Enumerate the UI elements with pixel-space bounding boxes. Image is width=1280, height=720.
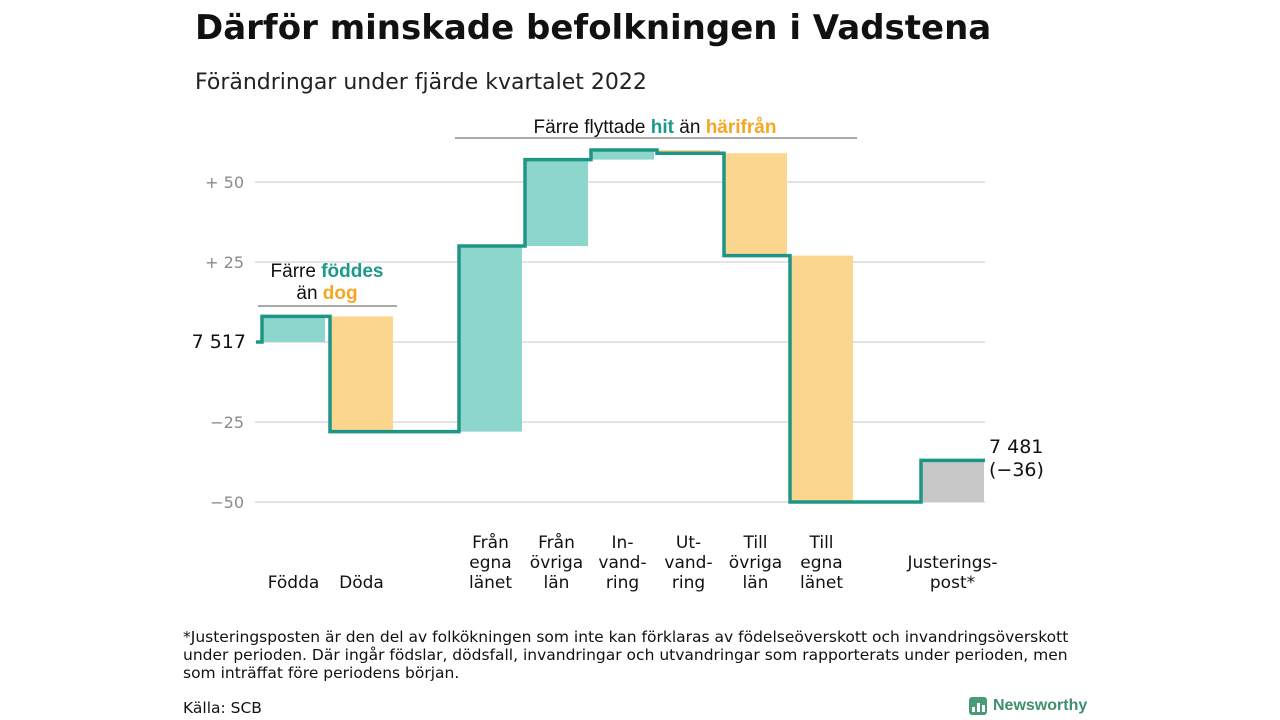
category-label: län (743, 573, 769, 593)
category-label: Från (472, 532, 509, 553)
category-label: In- (612, 533, 634, 553)
waterfall-bar (459, 246, 522, 432)
category-label: ring (606, 573, 639, 593)
category-label: vand- (664, 553, 712, 573)
y-tick-label: −50 (210, 493, 244, 512)
category-label: egna (469, 553, 511, 573)
category-label: Ut- (676, 533, 701, 553)
category-label: länet (800, 573, 843, 593)
category-label: ring (672, 573, 705, 593)
category-label: Döda (339, 573, 384, 593)
end-value-label: 7 481 (989, 436, 1043, 458)
category-label: Från (538, 532, 575, 553)
newsworthy-logo: Newsworthy (969, 697, 1087, 715)
category-label: Justerings- (906, 553, 997, 573)
category-label: övriga (530, 553, 583, 573)
category-label: övriga (729, 553, 782, 573)
category-label: Födda (268, 573, 320, 593)
waterfall-bar (262, 316, 325, 342)
waterfall-bar (591, 150, 654, 160)
chart-title: Därför minskade befolkningen i Vadstena (195, 8, 992, 48)
births-annotation-line1: Färre föddes (271, 261, 384, 282)
end-change-label: (−36) (989, 459, 1044, 481)
category-label: län (544, 573, 570, 593)
newsworthy-logo-icon (969, 697, 987, 715)
births-annotation-line2: än dog (296, 283, 357, 304)
newsworthy-logo-text: Newsworthy (993, 697, 1088, 714)
category-label: vand- (598, 553, 646, 573)
waterfall-bar (330, 316, 393, 432)
source-note: Källa: SCB (183, 699, 262, 717)
waterfall-bar (724, 153, 787, 256)
category-label: länet (469, 573, 512, 593)
start-value-label: 7 517 (192, 331, 246, 353)
migration-annotation: Färre flyttade hit än härifrån (534, 117, 777, 138)
y-tick-label: −25 (210, 413, 244, 432)
waterfall-bar (525, 159, 588, 246)
y-tick-label: + 50 (205, 173, 244, 192)
category-label: post* (930, 573, 975, 593)
waterfall-bar (790, 255, 853, 502)
waterfall-bar (921, 460, 984, 502)
y-tick-label: + 25 (205, 253, 244, 272)
cumulative-step-line (256, 148, 985, 504)
category-label: Till (808, 533, 833, 553)
category-label: Till (742, 533, 767, 553)
category-label: egna (800, 553, 842, 573)
chart-subtitle: Förändringar under fjärde kvartalet 2022 (195, 70, 647, 95)
footnote: *Justeringsposten är den del av folkökni… (183, 628, 1069, 682)
